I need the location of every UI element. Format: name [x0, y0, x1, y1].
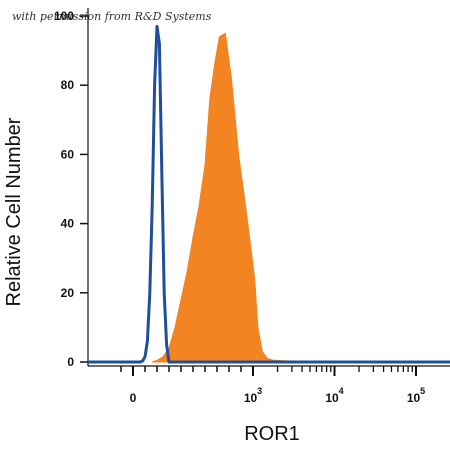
y-axis-label: Relative Cell Number	[3, 117, 25, 306]
y-tick-label: 80	[61, 78, 75, 92]
x-tick-label: 104	[325, 386, 343, 405]
stained-histogram	[152, 32, 417, 363]
y-tick-label: 20	[61, 286, 75, 300]
x-tick-label: 0	[130, 391, 137, 405]
y-tick-label: 60	[61, 147, 75, 161]
x-axis: 0 103 104 105	[120, 366, 425, 405]
x-tick-label: 105	[407, 386, 425, 405]
control-histogram	[88, 24, 450, 364]
y-tick-label: 0	[67, 355, 74, 369]
credit-note: with permission from R&D Systems	[12, 10, 212, 23]
x-axis-label: ROR1	[244, 423, 300, 445]
y-tick-label: 40	[61, 217, 75, 231]
y-tick-label: 100	[54, 9, 74, 23]
plot-area	[87, 8, 450, 367]
x-tick-label: 103	[244, 386, 262, 405]
y-axis: 0 20 40 60 80 100	[54, 9, 88, 369]
